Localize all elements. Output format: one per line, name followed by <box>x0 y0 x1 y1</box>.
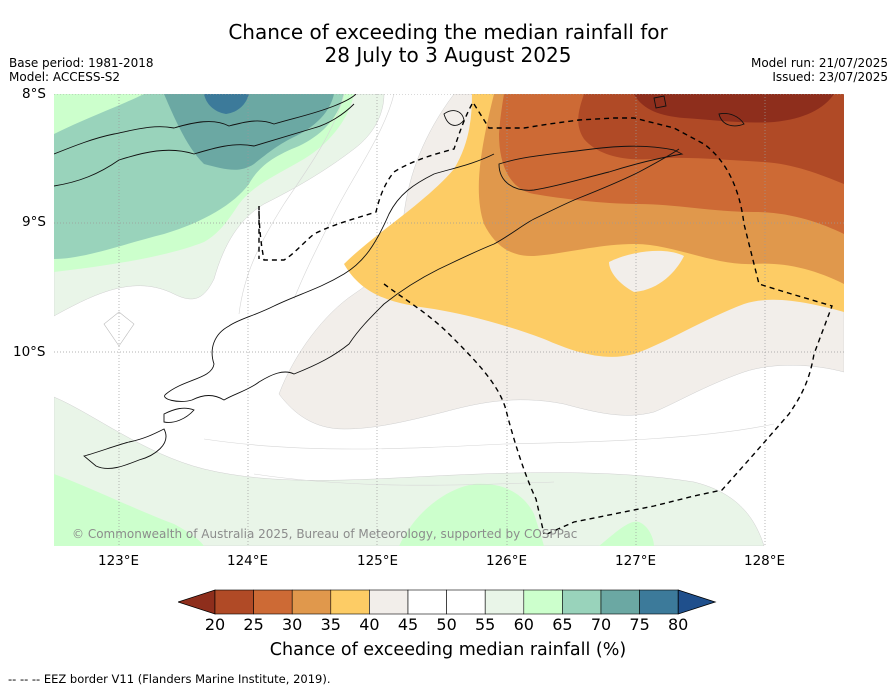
wetar-coast <box>498 145 684 191</box>
lat-tick-9s: 9°S <box>22 214 46 230</box>
small-island-1 <box>653 95 667 109</box>
lon-tick-127e: 127°E <box>615 553 657 569</box>
colorbar-cell <box>407 589 447 615</box>
colorbar-extend-low <box>178 589 216 615</box>
contour-below-20 <box>634 94 834 123</box>
colorbar-label: 75 <box>629 615 650 634</box>
colorbar-label: 40 <box>359 615 380 634</box>
colorbar-cell <box>330 589 370 615</box>
colorbar-title: Chance of exceeding median rainfall (%) <box>269 640 627 660</box>
model-text: Model: ACCESS-S2 <box>9 70 121 84</box>
colorbar-cell <box>214 589 254 615</box>
colorbar-cell <box>446 589 486 615</box>
contour-lines <box>203 94 775 486</box>
contour-60-65-south-center <box>399 483 544 546</box>
lat-tick-10s: 10°S <box>13 344 46 360</box>
lon-tick-128e: 128°E <box>744 553 786 569</box>
flores-alor-coast-south <box>54 103 355 187</box>
eez-border <box>258 103 833 535</box>
small-island-2 <box>718 113 745 127</box>
issued-text: Issued: 23/07/2025 <box>772 70 888 84</box>
colorbar-cell <box>291 589 332 615</box>
colorbar-label: 60 <box>513 615 534 634</box>
colorbar-label: 80 <box>668 615 689 634</box>
coastlines <box>54 94 745 469</box>
lon-tick-123e: 123°E <box>98 553 140 569</box>
colorbar-label: 55 <box>475 615 496 634</box>
colorbar-cell <box>253 589 293 615</box>
contour-55-60-south <box>54 396 765 546</box>
lon-tick-124e: 124°E <box>227 553 269 569</box>
colorbar-label: 25 <box>243 615 264 634</box>
map-title-line2: 28 July to 3 August 2025 <box>324 43 572 67</box>
contour-60-65-southwest <box>54 474 204 546</box>
colorbar-label: 70 <box>590 615 612 634</box>
eez-footnote: -- -- -- EEZ border V11 (Flanders Marine… <box>8 672 331 686</box>
contour-60-65-south-east <box>599 521 654 546</box>
small-island-3 <box>443 110 465 126</box>
colorbar-cell <box>562 589 602 615</box>
colorbar-cell <box>639 589 679 615</box>
lat-tick-8s: 8°S <box>22 86 46 102</box>
colorbar-cell <box>523 589 563 615</box>
rote-island <box>163 407 195 423</box>
colorbar <box>178 589 717 615</box>
map-title-line1: Chance of exceeding the median rainfall … <box>228 20 668 44</box>
copyright-text: © Commonwealth of Australia 2025, Bureau… <box>72 527 577 541</box>
colorbar-label: 35 <box>320 615 341 634</box>
colorbar-extend-high <box>677 589 717 615</box>
colorbar-cells <box>178 589 717 615</box>
sawu-coast <box>83 428 167 469</box>
base-period-text: Base period: 1981-2018 <box>9 56 154 70</box>
colorbar-cell <box>484 589 525 615</box>
colorbar-label: 45 <box>397 615 419 634</box>
rainfall-probability-map: © Commonwealth of Australia 2025, Bureau… <box>54 94 844 546</box>
contour-75-80-northwest <box>204 94 249 114</box>
colorbar-cell <box>600 589 640 615</box>
colorbar-label: 50 <box>436 615 457 634</box>
contour-40-45-island <box>609 250 684 292</box>
colorbar-label: 20 <box>204 615 226 634</box>
model-run-text: Model run: 21/07/2025 <box>750 56 888 70</box>
colorbar-cell <box>369 589 409 615</box>
colorbar-label: 30 <box>282 615 303 634</box>
graticule <box>54 94 844 546</box>
colorbar-label: 65 <box>552 615 573 634</box>
timor-coast <box>164 148 680 402</box>
flores-alor-coast <box>54 94 357 155</box>
lon-tick-126e: 126°E <box>486 553 528 569</box>
lon-tick-125e: 125°E <box>357 553 399 569</box>
